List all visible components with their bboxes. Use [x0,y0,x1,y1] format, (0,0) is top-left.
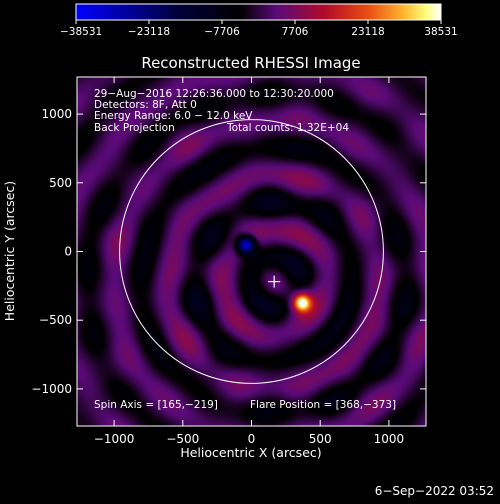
y-tick-label: 500 [49,176,72,190]
colorbar-tick-label: −38531 [60,26,102,38]
x-tick-label: −1000 [94,432,135,446]
x-tick-label: −500 [166,432,199,446]
colorbar [76,4,441,20]
colorbar-tick-label: 23118 [351,26,384,38]
annotation-method: Back Projection [94,122,175,134]
x-axis-label: Heliocentric X (arcsec) [180,445,321,460]
y-tick-label: −500 [39,313,72,327]
y-tick-label: 1000 [41,107,72,121]
colorbar-tick-label: 7706 [282,26,309,38]
colorbar-tick-label: −7706 [204,26,240,38]
spin-axis-label: Spin Axis = [165,−219] [94,399,218,411]
x-tick-label: 0 [248,432,256,446]
chart-title: Reconstructed RHESSI Image [141,54,360,72]
annotation-total-counts: Total counts: 1.32E+04 [226,122,349,134]
y-tick-label: −1000 [31,382,72,396]
flare-position-label: Flare Position = [368,−373] [250,399,396,411]
colorbar-tick-label: 38531 [424,26,457,38]
colorbar-ticks: −38531 −23118 −7706 7706 23118 38531 [60,20,458,38]
x-tick-label: 500 [309,432,332,446]
colorbar-tick-label: −23118 [128,26,170,38]
x-tick-label: 1000 [374,432,405,446]
annotation-energy-range: Energy Range: 6.0 − 12.0 keV [94,110,253,122]
footer-date: 6−Sep−2022 03:52 [375,484,494,498]
y-tick-label: 0 [64,245,72,259]
y-axis-label: Heliocentric Y (arcsec) [2,181,17,321]
